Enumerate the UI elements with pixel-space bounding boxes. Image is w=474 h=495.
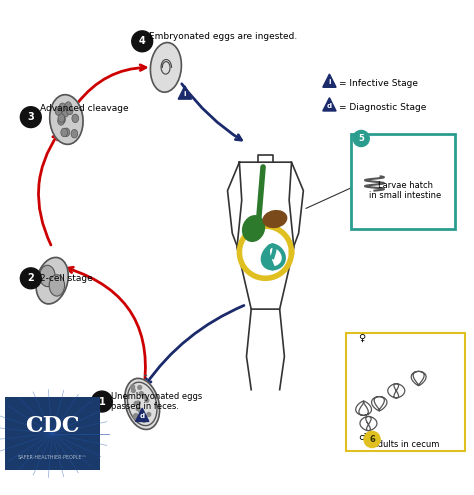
- Circle shape: [91, 391, 112, 412]
- Circle shape: [142, 395, 146, 398]
- Ellipse shape: [243, 216, 264, 242]
- Ellipse shape: [62, 108, 69, 117]
- Ellipse shape: [58, 114, 64, 122]
- Ellipse shape: [63, 128, 70, 137]
- Text: d: d: [327, 102, 332, 109]
- Ellipse shape: [36, 257, 68, 304]
- Polygon shape: [323, 74, 336, 87]
- Ellipse shape: [65, 102, 72, 110]
- Text: 5: 5: [358, 134, 364, 143]
- Circle shape: [139, 392, 143, 396]
- Text: 2: 2: [27, 273, 34, 283]
- Text: 6: 6: [369, 435, 375, 444]
- Text: = Diagnostic Stage: = Diagnostic Stage: [339, 103, 426, 112]
- Circle shape: [147, 412, 151, 416]
- Ellipse shape: [49, 275, 64, 296]
- Circle shape: [134, 401, 138, 405]
- Polygon shape: [136, 408, 149, 421]
- Circle shape: [136, 407, 140, 411]
- FancyBboxPatch shape: [351, 134, 455, 229]
- Circle shape: [131, 389, 135, 393]
- Text: i: i: [183, 91, 186, 97]
- Circle shape: [131, 385, 135, 389]
- Ellipse shape: [58, 117, 64, 125]
- Text: ♂: ♂: [358, 432, 366, 442]
- Circle shape: [20, 107, 41, 128]
- Text: = Infective Stage: = Infective Stage: [339, 80, 418, 89]
- FancyBboxPatch shape: [346, 333, 465, 451]
- Circle shape: [139, 410, 143, 413]
- Ellipse shape: [72, 114, 79, 123]
- Text: Advanced cleavage: Advanced cleavage: [40, 104, 129, 113]
- Ellipse shape: [125, 378, 160, 430]
- Circle shape: [137, 401, 140, 405]
- Circle shape: [353, 130, 369, 147]
- Text: 1: 1: [99, 396, 105, 406]
- Ellipse shape: [59, 103, 66, 111]
- FancyBboxPatch shape: [5, 397, 100, 470]
- Ellipse shape: [263, 211, 287, 228]
- Ellipse shape: [55, 107, 62, 115]
- Text: 2-cell stage: 2-cell stage: [40, 274, 93, 283]
- Ellipse shape: [66, 106, 73, 115]
- Circle shape: [143, 415, 146, 419]
- Circle shape: [138, 386, 142, 390]
- Text: Embryonated eggs are ingested.: Embryonated eggs are ingested.: [149, 32, 298, 41]
- Circle shape: [132, 31, 153, 52]
- Ellipse shape: [71, 129, 78, 138]
- Circle shape: [145, 398, 149, 402]
- Text: d: d: [140, 413, 145, 419]
- Text: Unembryonated eggs
passed in feces.: Unembryonated eggs passed in feces.: [111, 392, 203, 411]
- Text: i: i: [328, 79, 331, 85]
- Text: CDC: CDC: [25, 415, 79, 437]
- Circle shape: [134, 415, 137, 418]
- Ellipse shape: [40, 265, 55, 287]
- Text: ♀: ♀: [358, 332, 365, 343]
- Circle shape: [20, 268, 41, 289]
- Text: 4: 4: [139, 36, 146, 47]
- Polygon shape: [323, 98, 336, 111]
- Text: Adults in cecum: Adults in cecum: [372, 440, 439, 449]
- Circle shape: [364, 432, 380, 447]
- Text: 3: 3: [27, 112, 34, 122]
- Ellipse shape: [61, 128, 67, 137]
- Ellipse shape: [150, 43, 182, 92]
- Text: SAFER·HEALTHIER·PEOPLE™: SAFER·HEALTHIER·PEOPLE™: [18, 454, 87, 459]
- Ellipse shape: [50, 95, 83, 145]
- Text: Larvae hatch
in small intestine: Larvae hatch in small intestine: [369, 181, 441, 200]
- Circle shape: [142, 419, 146, 422]
- Polygon shape: [178, 86, 191, 99]
- Circle shape: [134, 414, 138, 417]
- Ellipse shape: [59, 115, 65, 124]
